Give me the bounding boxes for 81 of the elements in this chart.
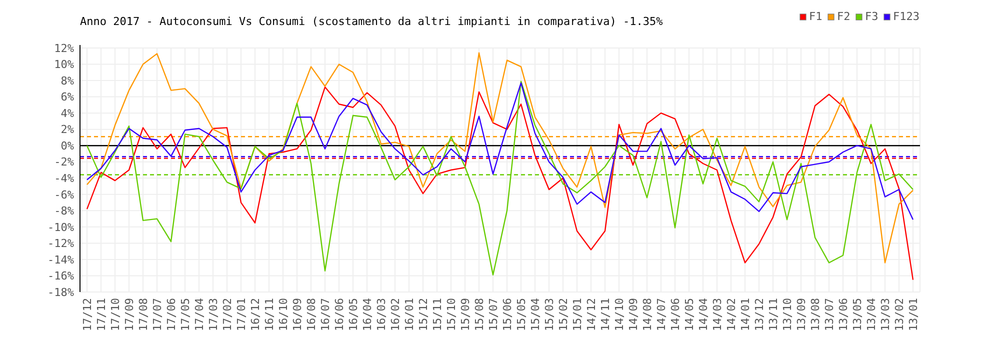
x-tick-label: 14/06	[669, 298, 682, 332]
x-tick-label: 14/05	[683, 298, 696, 332]
x-tick-label: 15/12	[417, 298, 430, 332]
x-tick-label: 17/02	[221, 298, 234, 332]
x-tick-label: 13/03	[879, 298, 892, 332]
x-tick-label: 17/06	[165, 298, 178, 332]
x-tick-label: 14/07	[655, 298, 668, 332]
x-tick-label: 13/07	[823, 298, 836, 332]
y-tick-label: -10%	[48, 220, 74, 234]
y-tick-label: -18%	[48, 286, 74, 299]
x-tick-label: 15/11	[431, 298, 444, 332]
x-tick-label: 16/12	[249, 298, 262, 332]
x-tick-label: 17/10	[109, 298, 122, 332]
x-tick-label: 14/09	[627, 298, 640, 332]
x-tick-label: 13/05	[851, 298, 864, 332]
x-tick-label: 16/07	[319, 298, 332, 332]
y-tick-label: -12%	[48, 237, 74, 250]
x-tick-label: 16/05	[347, 298, 360, 332]
legend-label: F2	[837, 10, 850, 23]
x-tick-label: 17/03	[207, 298, 220, 332]
y-tick-label: -14%	[48, 253, 74, 266]
x-tick-label: 14/11	[599, 298, 612, 332]
y-tick-label: -2%	[54, 156, 74, 169]
x-tick-label: 13/12	[753, 298, 766, 332]
x-tick-label: 14/08	[641, 298, 654, 332]
x-tick-label: 13/09	[795, 298, 808, 332]
x-tick-label: 15/04	[529, 298, 542, 332]
x-tick-label: 14/03	[711, 298, 724, 332]
y-tick-label: 12%	[54, 42, 74, 55]
legend-label: F3	[865, 10, 878, 23]
x-tick-label: 15/05	[515, 298, 528, 332]
x-tick-label: 17/12	[81, 298, 94, 332]
x-tick-label: 14/12	[585, 298, 598, 332]
y-tick-label: -4%	[54, 172, 74, 185]
x-tick-label: 14/10	[613, 298, 626, 332]
y-tick-label: 0%	[60, 139, 74, 152]
y-tick-label: 8%	[60, 74, 74, 88]
legend-label: F123	[893, 10, 920, 23]
x-tick-label: 13/11	[767, 298, 780, 332]
y-tick-label: 4%	[60, 106, 74, 120]
x-tick-label: 16/03	[375, 298, 388, 332]
x-tick-label: 16/01	[403, 298, 416, 332]
x-tick-label: 14/02	[725, 298, 738, 332]
x-tick-label: 15/07	[487, 298, 500, 332]
y-tick-label: 10%	[54, 58, 74, 72]
x-tick-label: 16/08	[305, 298, 318, 332]
y-tick-label: -6%	[54, 188, 74, 202]
x-tick-label: 15/02	[557, 298, 570, 332]
x-tick-label: 14/04	[697, 298, 710, 332]
x-tick-label: 17/08	[137, 298, 150, 332]
legend-label: F1	[809, 10, 822, 23]
x-tick-label: 13/08	[809, 298, 822, 332]
x-tick-label: 15/10	[445, 298, 458, 332]
x-tick-label: 13/10	[781, 298, 794, 332]
x-tick-label: 13/02	[893, 298, 906, 332]
x-tick-label: 13/06	[837, 298, 850, 332]
y-tick-label: 6%	[60, 90, 74, 104]
x-tick-label: 15/03	[543, 298, 556, 332]
x-tick-label: 17/11	[95, 298, 108, 332]
x-tick-label: 13/04	[865, 298, 878, 332]
x-tick-label: 16/06	[333, 298, 346, 332]
x-tick-label: 16/02	[389, 298, 402, 332]
x-tick-label: 17/07	[151, 298, 164, 332]
y-tick-label: -8%	[54, 204, 74, 218]
x-tick-label: 16/11	[263, 298, 276, 332]
x-tick-label: 17/09	[123, 298, 136, 332]
y-tick-label: -16%	[48, 270, 74, 283]
chart-title: Anno 2017 - Autoconsumi Vs Consumi (scostamento da altri impianti in comparativa) -1.35%	[80, 15, 664, 28]
y-tick-label: 2%	[60, 123, 74, 136]
x-tick-label: 15/06	[501, 298, 514, 332]
x-tick-label: 15/08	[473, 298, 486, 332]
x-tick-label: 15/09	[459, 298, 472, 332]
x-tick-label: 14/01	[739, 298, 752, 332]
x-tick-label: 16/09	[291, 298, 304, 332]
x-tick-label: 16/10	[277, 298, 290, 332]
x-tick-label: 13/01	[907, 298, 920, 332]
x-tick-label: 15/01	[571, 298, 584, 332]
x-tick-label: 17/05	[179, 298, 192, 332]
x-tick-label: 17/01	[235, 298, 248, 332]
x-tick-label: 17/04	[193, 298, 206, 332]
x-tick-label: 16/04	[361, 298, 374, 332]
